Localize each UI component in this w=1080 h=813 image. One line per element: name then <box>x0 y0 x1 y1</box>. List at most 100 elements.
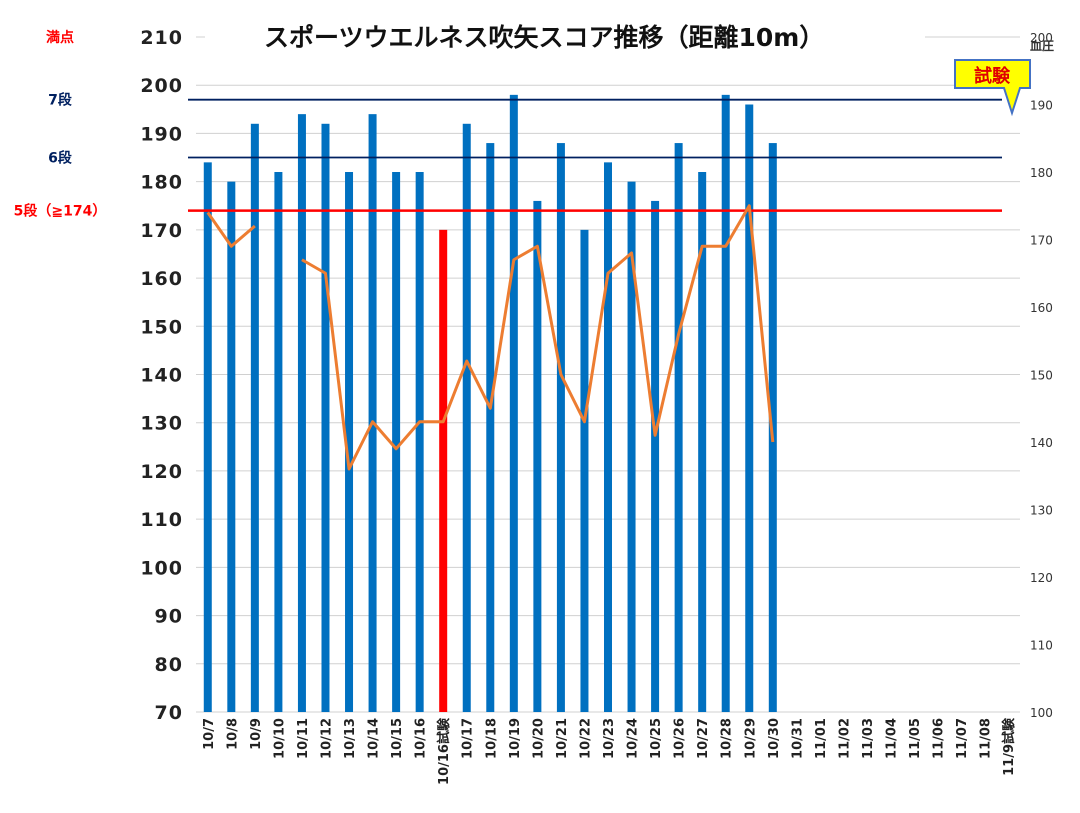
chart-title: スポーツウエルネス吹矢スコア推移（距離10m） <box>264 23 824 52</box>
x-tick-label: 10/25 <box>649 718 664 759</box>
bar <box>321 123 330 713</box>
x-tick-label: 10/26 <box>673 718 688 759</box>
reference-label: 5段（≧174） <box>14 203 107 220</box>
badge-callout <box>954 59 1031 117</box>
reference-lines <box>188 98 1002 212</box>
y2-tick-label: 190 <box>1030 99 1053 113</box>
bar <box>203 162 212 712</box>
x-tick-label: 11/07 <box>955 718 970 759</box>
x-tick-label: 10/24 <box>626 718 641 759</box>
x-tick-label: 10/11 <box>296 718 311 759</box>
y-tick-label: 210 <box>140 27 183 49</box>
bar <box>509 94 518 713</box>
line-segment <box>206 211 256 248</box>
x-tick-label: 10/18 <box>484 718 499 759</box>
badge-label: 試験 <box>974 65 1011 87</box>
bar <box>297 114 306 712</box>
bar <box>345 172 354 712</box>
x-tick-label: 10/30 <box>767 718 782 759</box>
y-tick-label: 170 <box>140 220 183 242</box>
bar <box>250 123 259 713</box>
x-tick-label: 10/27 <box>696 718 711 759</box>
x-tick-label: 10/12 <box>319 718 334 759</box>
bar <box>604 162 612 712</box>
bar <box>439 229 448 712</box>
y-tick-label: 200 <box>140 75 183 97</box>
x-tick-label: 10/7 <box>202 718 217 750</box>
x-tick-label: 10/10 <box>272 718 287 759</box>
bar <box>698 172 707 712</box>
bar <box>368 114 377 712</box>
x-tick-label: 11/05 <box>908 718 923 759</box>
y-axis-ticks: 70 80 90 100 110 120 130 140 150 160 170 180 190 200 2… <box>140 27 183 724</box>
x-tick-label: 10/29 <box>743 718 758 759</box>
y2-tick-label: 100 <box>1030 706 1053 720</box>
bar <box>227 181 236 713</box>
y-tick-label: 180 <box>140 172 183 194</box>
bar <box>580 229 589 712</box>
bar <box>651 200 660 712</box>
y-tick-label: 110 <box>140 509 183 531</box>
y2-tick-label: 170 <box>1030 234 1053 248</box>
x-tick-label: 10/17 <box>461 718 476 759</box>
x-tick-label: 10/19 <box>508 718 523 759</box>
y2-tick-label: 130 <box>1030 504 1053 518</box>
y-tick-label: 160 <box>140 268 183 290</box>
x-tick-label: 11/04 <box>885 718 900 759</box>
x-tick-label: 11/01 <box>814 718 829 759</box>
x-tick-label: 10/22 <box>578 718 593 759</box>
bar <box>462 123 471 713</box>
bar <box>556 143 565 713</box>
y2-tick-label: 200 <box>1030 31 1053 45</box>
bar <box>486 143 495 713</box>
bar <box>274 172 283 712</box>
x-tick-label: 10/15 <box>390 718 405 759</box>
x-tick-label: 11/03 <box>861 718 876 759</box>
x-tick-label: 10/16 <box>414 718 429 759</box>
x-tick-label: 10/28 <box>720 718 735 759</box>
x-tick-label: 11/9試験 <box>1001 717 1017 776</box>
x-tick-label: 10/31 <box>790 718 805 759</box>
reference-label: 6段 <box>48 150 72 167</box>
y-tick-label: 70 <box>155 702 183 724</box>
bar <box>745 104 754 712</box>
y2-tick-label: 150 <box>1030 369 1053 383</box>
x-tick-label: 11/06 <box>932 718 947 759</box>
exam-badge: 試験 <box>954 59 1031 117</box>
x-tick-label: 11/02 <box>837 718 852 759</box>
bar <box>533 200 542 712</box>
line-segment <box>301 204 775 471</box>
x-tick-label: 10/8 <box>225 718 240 750</box>
y-tick-label: 190 <box>140 123 183 145</box>
bar <box>392 172 401 712</box>
x-tick-label: 10/9 <box>249 718 264 750</box>
y-tick-label: 80 <box>155 654 183 676</box>
bar <box>415 172 424 712</box>
y-tick-label: 130 <box>140 413 183 435</box>
y2-tick-label: 140 <box>1030 436 1053 450</box>
x-tick-label: 10/13 <box>343 718 358 759</box>
reference-label: 満点 <box>46 29 74 46</box>
x-tick-label: 10/21 <box>555 718 570 759</box>
x-tick-label: 10/20 <box>531 718 546 759</box>
x-tick-label: 10/14 <box>367 718 382 759</box>
y-tick-label: 120 <box>140 461 183 483</box>
y-tick-label: 90 <box>155 606 183 628</box>
y2-tick-label: 160 <box>1030 301 1053 315</box>
y2-tick-label: 120 <box>1030 571 1053 585</box>
x-axis-ticks: 10/7 10/8 10/9 10/10 10/11 10/12 10/13 10/14 10/… <box>202 717 1017 785</box>
blood-pressure-line <box>206 204 775 471</box>
y-tick-label: 140 <box>140 365 183 387</box>
x-tick-label: 10/23 <box>602 718 617 759</box>
x-tick-label: 11/08 <box>979 718 994 759</box>
y2-tick-label: 110 <box>1030 639 1053 653</box>
reference-label: 7段 <box>48 92 72 109</box>
bar <box>627 181 636 713</box>
reference-labels: 5段（≧174） 6段 7段 満点 <box>14 29 107 220</box>
bar <box>721 94 730 713</box>
y-tick-label: 100 <box>140 557 183 579</box>
y2-axis-title: 血圧 <box>1030 38 1054 53</box>
